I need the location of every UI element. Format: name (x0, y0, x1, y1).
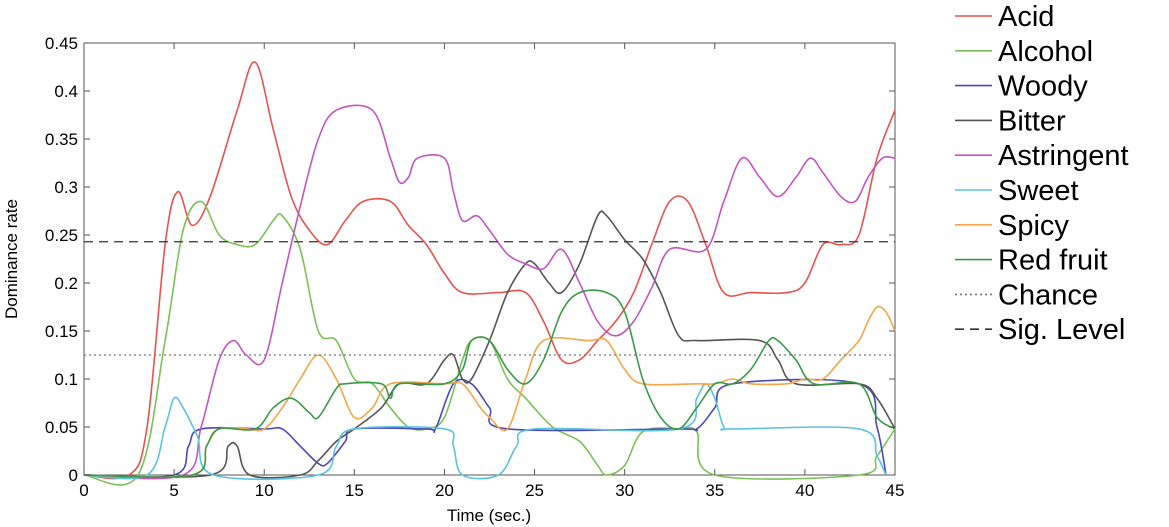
y-tick-label: 0 (69, 466, 78, 485)
axis-ticks: 0 5 10 15 20 25 30 35 40 45 0 0.05 0.1 0.15 0.2 0.25 0.3… (45, 34, 905, 500)
series-line-woody (83, 378, 887, 478)
legend-label-spicy: Spicy (998, 210, 1069, 242)
legend-label-woody: Woody (998, 71, 1088, 103)
y-tick-label: 0.25 (45, 226, 78, 245)
legend-label-sig-level: Sig. Level (998, 314, 1125, 346)
y-tick-label: 0.35 (45, 130, 78, 149)
series-line-bitter (83, 210, 896, 479)
x-tick-label: 15 (345, 481, 364, 500)
series-line-sweet (83, 382, 887, 481)
legend: AcidAlcoholWoodyBitterAstringentSweetSpi… (955, 1, 1129, 346)
series-lines (83, 61, 896, 486)
x-tick-label: 25 (525, 481, 544, 500)
y-tick-label: 0.2 (54, 274, 78, 293)
x-tick-label: 30 (615, 481, 634, 500)
plot-area (83, 42, 896, 476)
x-axis-label: Time (sec.) (447, 506, 531, 525)
legend-label-chance: Chance (998, 279, 1098, 311)
series-line-red-fruit (83, 289, 896, 478)
x-tick-label: 10 (255, 481, 274, 500)
y-tick-label: 0.1 (54, 370, 78, 389)
x-tick-label: 0 (79, 481, 88, 500)
y-axis-label: Dominance rate (2, 199, 21, 319)
legend-label-red-fruit: Red fruit (998, 245, 1108, 277)
legend-label-sweet: Sweet (998, 175, 1079, 207)
legend-label-astringent: Astringent (998, 140, 1129, 172)
x-tick-label: 5 (169, 481, 178, 500)
legend-label-acid: Acid (998, 1, 1054, 33)
y-tick-label: 0.3 (54, 178, 78, 197)
x-tick-label: 35 (705, 481, 724, 500)
legend-label-alcohol: Alcohol (998, 36, 1093, 68)
series-line-spicy (83, 305, 896, 478)
x-tick-label: 45 (886, 481, 905, 500)
series-line-acid (83, 61, 896, 480)
legend-label-bitter: Bitter (998, 105, 1066, 137)
y-tick-label: 0.45 (45, 34, 78, 53)
y-tick-label: 0.4 (54, 82, 78, 101)
y-tick-label: 0.05 (45, 418, 78, 437)
x-tick-label: 40 (795, 481, 814, 500)
x-tick-label: 20 (435, 481, 454, 500)
series-line-astringent (83, 104, 896, 480)
y-tick-label: 0.15 (45, 322, 78, 341)
